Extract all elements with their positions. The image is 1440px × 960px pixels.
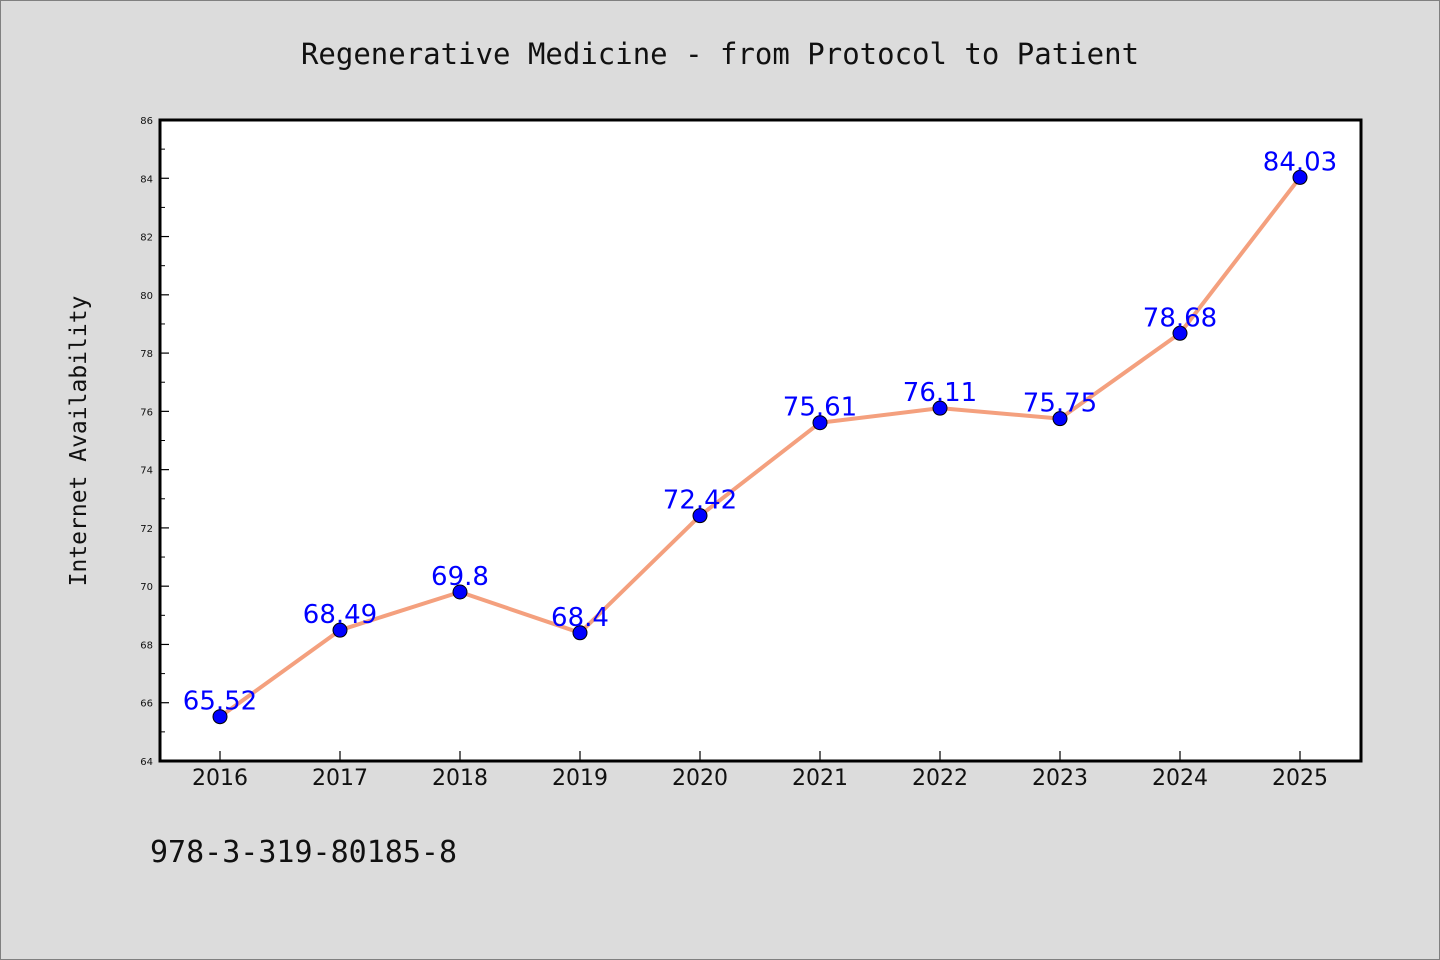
y-tick-label: 66 xyxy=(140,699,153,710)
y-tick-label: 72 xyxy=(140,524,153,535)
data-point-marker xyxy=(1292,169,1308,185)
y-axis-ticks: 64 66 68 70 72 74 76 78 80 82 84 86 xyxy=(140,116,169,768)
data-label: 72.42 xyxy=(663,486,737,516)
data-label: 68.49 xyxy=(303,600,377,630)
x-axis-ticks: 2016 2017 2018 2019 2020 2021 2022 2023 2024 2025 xyxy=(192,751,1328,791)
data-label: 76.11 xyxy=(903,378,977,408)
data-label: 75.75 xyxy=(1023,389,1097,419)
x-tick-label: 2024 xyxy=(1152,766,1208,791)
data-point-marker xyxy=(932,400,948,416)
data-point-layer xyxy=(212,169,1308,725)
series-line-layer xyxy=(218,175,1302,719)
data-point-marker xyxy=(692,508,708,524)
plot-frame xyxy=(158,118,1363,763)
y-tick-label: 68 xyxy=(140,640,153,651)
isbn-text: 978-3-319-80185-8 xyxy=(150,835,458,870)
x-tick-label: 2021 xyxy=(792,766,848,791)
x-tick-label: 2025 xyxy=(1272,766,1328,791)
data-label: 84.03 xyxy=(1263,147,1337,177)
y-tick-label: 64 xyxy=(140,757,153,768)
data-label: 65.52 xyxy=(183,687,257,717)
data-point-marker xyxy=(332,622,348,638)
data-point-marker xyxy=(1052,411,1068,427)
x-tick-label: 2022 xyxy=(912,766,968,791)
y-tick-label: 76 xyxy=(140,407,153,418)
y-tick-label: 80 xyxy=(140,291,153,302)
data-label: 68.4 xyxy=(551,603,609,633)
data-label: 75.61 xyxy=(783,393,857,423)
series-line xyxy=(218,175,1302,719)
x-tick-label: 2017 xyxy=(312,766,368,791)
data-point-marker xyxy=(1172,325,1188,341)
x-tick-label: 2018 xyxy=(432,766,488,791)
data-label: 78.68 xyxy=(1143,303,1217,333)
plot-area xyxy=(160,120,1361,761)
data-point-marker xyxy=(212,709,228,725)
x-tick-label: 2019 xyxy=(552,766,608,791)
y-tick-label: 84 xyxy=(140,174,153,185)
y-tick-label: 82 xyxy=(140,233,153,244)
y-axis-title: Internet Availability xyxy=(66,296,92,587)
data-point-marker xyxy=(812,415,828,431)
x-tick-label: 2023 xyxy=(1032,766,1088,791)
y-tick-label: 78 xyxy=(140,349,153,360)
data-point-marker xyxy=(572,625,588,641)
data-point-marker xyxy=(452,584,468,600)
x-tick-label: 2016 xyxy=(192,766,248,791)
y-tick-label: 74 xyxy=(140,466,153,477)
chart-title: Regenerative Medicine - from Protocol to… xyxy=(301,37,1139,71)
y-tick-label: 70 xyxy=(140,582,153,593)
y-tick-label: 86 xyxy=(140,116,153,127)
data-label-layer: 65.52 68.49 69.8 68.4 72.42 75.61 76.11 75.75 78… xyxy=(183,147,1337,716)
data-label: 69.8 xyxy=(431,562,489,592)
x-tick-label: 2020 xyxy=(672,766,728,791)
